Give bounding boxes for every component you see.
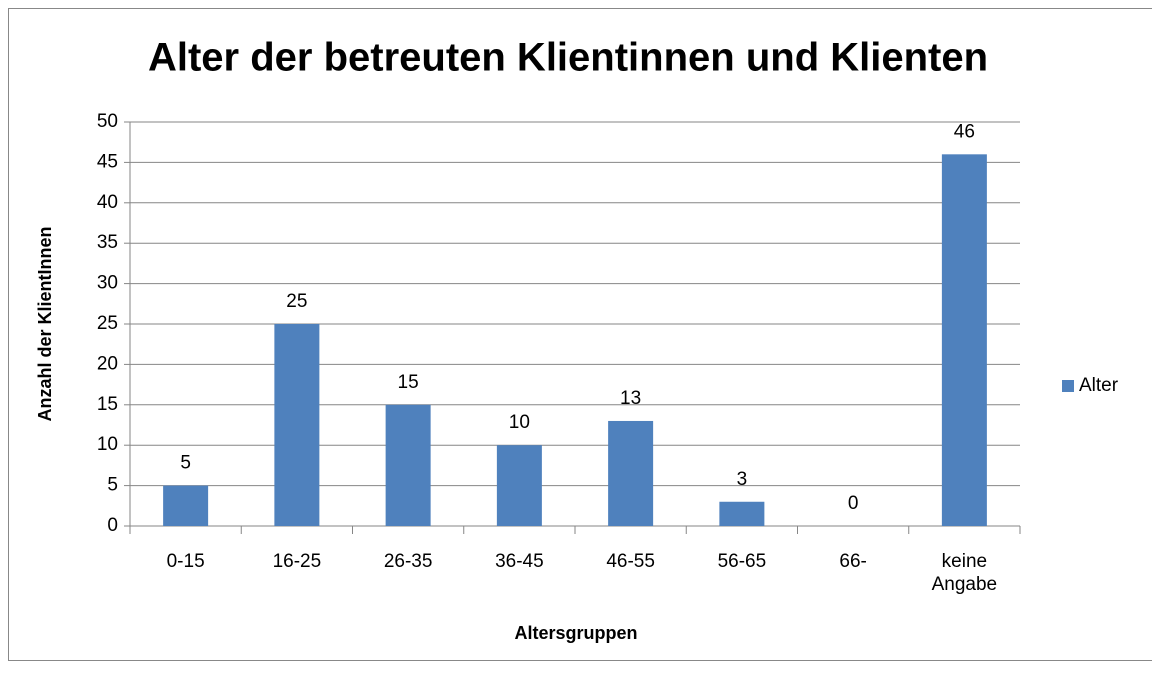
data-label: 0 [848,493,859,514]
y-tick-label: 10 [97,434,118,455]
y-tick-label: 40 [97,192,118,213]
bar [274,324,320,526]
legend-label: Alter [1079,375,1119,396]
y-tick-label: 45 [97,151,118,172]
y-tick-label: 15 [97,394,118,415]
x-tick-label: 66- [839,551,867,572]
data-label: 25 [286,291,307,312]
x-tick-label: 56-65 [717,551,767,572]
data-label: 15 [398,372,419,393]
chart-title: Alter der betreuten Klientinnen und Klie… [148,36,988,80]
x-tick-label: 36-45 [495,551,544,572]
legend-swatch [1062,380,1074,392]
data-label: 10 [509,412,530,433]
chart-border [8,8,1152,661]
y-tick-label: 30 [97,273,118,294]
x-tick-label: 0-15 [166,551,205,572]
y-tick-label: 0 [107,515,118,536]
bar [385,404,431,526]
bar [608,420,654,526]
data-label: 5 [180,453,191,474]
bar [163,485,209,526]
bar [496,445,542,526]
bar [719,501,765,526]
x-tick-label: 26-35 [383,551,433,572]
x-tick-label: keine Angabe [931,551,998,595]
y-tick-label: 35 [97,232,118,253]
data-label: 46 [954,121,975,142]
x-axis-title: Altersgruppen [514,623,637,643]
y-tick-label: 50 [97,111,118,132]
x-tick-label: 46-55 [606,551,655,572]
y-tick-label: 20 [97,353,118,374]
data-label: 13 [620,388,641,409]
y-tick-label: 5 [107,475,118,496]
bar [941,154,987,526]
y-tick-label: 25 [97,313,118,334]
x-tick-label: 16-25 [272,551,322,572]
data-label: 3 [737,469,748,490]
y-axis-title: Anzahl der KlientInnen [35,226,55,421]
